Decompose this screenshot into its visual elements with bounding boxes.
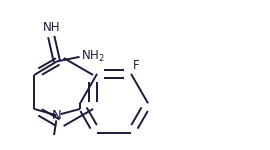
Text: NH$_2$: NH$_2$ <box>81 49 104 64</box>
Text: NH: NH <box>42 21 60 34</box>
Text: F: F <box>133 59 139 72</box>
Text: N: N <box>52 109 61 122</box>
